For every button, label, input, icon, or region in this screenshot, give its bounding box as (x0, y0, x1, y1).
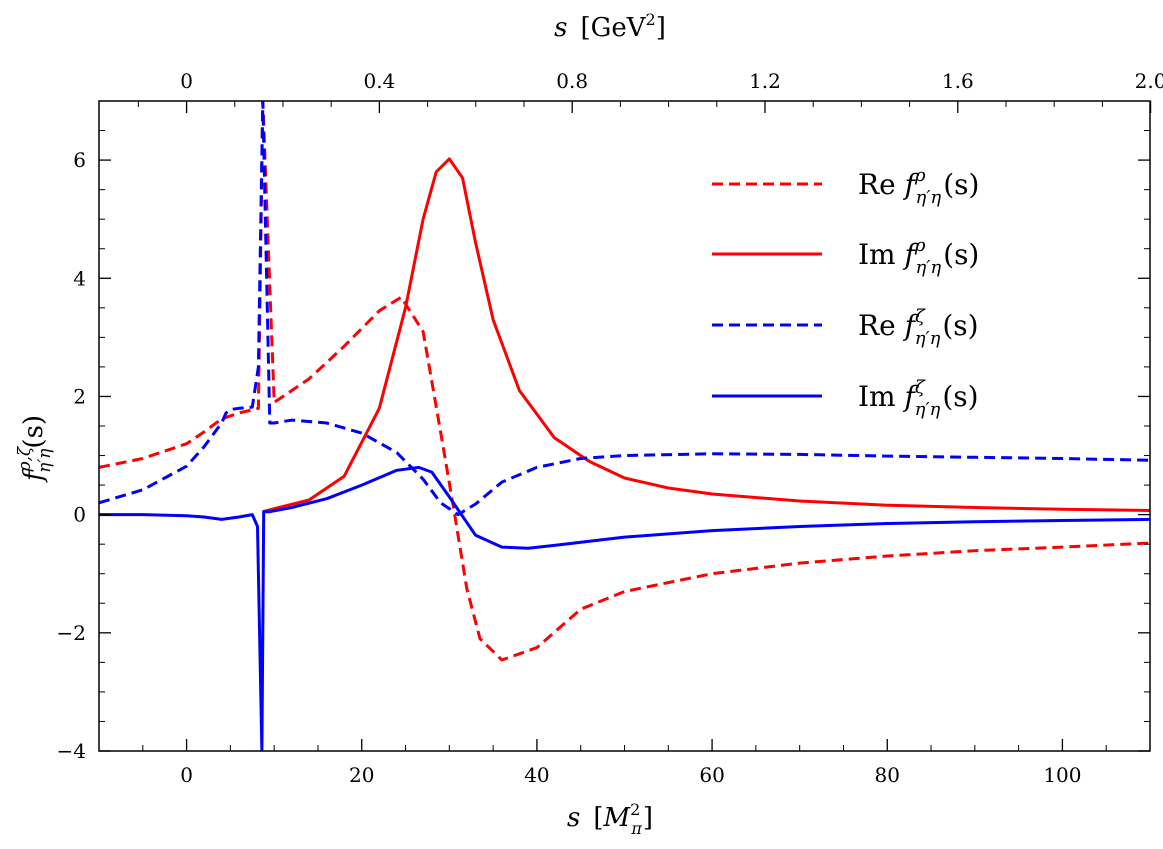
x2-axis-label: s [GeV2] (554, 10, 666, 43)
series-group (99, 101, 1150, 751)
series-line-4 (99, 465, 1150, 751)
y-tick-label: 6 (73, 148, 86, 172)
x-tick-label: 0 (180, 763, 193, 787)
x2-tick-label: 0 (180, 69, 193, 93)
y-tick-label: −2 (57, 621, 86, 645)
legend-item-2: Im fρ η′η(s) (712, 235, 979, 278)
y-tick-label: −4 (57, 739, 86, 763)
x2-tick-label: 2.0 (1135, 69, 1163, 93)
plot-frame (98, 100, 1151, 752)
y-tick-label: 2 (73, 384, 86, 408)
legend-item-3: Re fζ η′η(s) (712, 306, 979, 349)
legend-item-4: Im fζ η′η(s) (712, 377, 979, 420)
series-line-3 (99, 101, 1150, 517)
legend-label: Im fζ η′η(s) (858, 377, 979, 420)
x-tick-label: 20 (349, 763, 374, 787)
x-tick-label: 80 (875, 763, 900, 787)
x2-tick-label: 1.2 (749, 69, 781, 93)
y-axis-label: fρ,ζη′η(s) (15, 415, 55, 483)
x2-tick-label: 0.8 (556, 69, 588, 93)
legend-label: Re fζ η′η(s) (858, 306, 979, 349)
axes: 0 20 40 60 80 100 0 0.4 0.8 1.2 1.6 2.0 −4 −2 0 2 4 6 (57, 69, 1163, 787)
x2-tick-label: 0.4 (363, 69, 395, 93)
plot-area (99, 101, 1150, 751)
y-tick-label: 4 (73, 266, 86, 290)
series-line-2 (262, 157, 1150, 514)
x-tick-label: 40 (524, 763, 549, 787)
y-tick-label: 0 (73, 503, 86, 527)
x-tick-label: 60 (699, 763, 724, 787)
legend-item-1: Re fρ η′η(s) (712, 165, 979, 208)
series-line-1 (99, 101, 1150, 662)
x-axis-label: s [M2 π] (567, 800, 653, 838)
axis-labels: s [M2 π] s [GeV2] fρ,ζη′η(s) (15, 10, 666, 838)
legend: Re fρ η′η(s) Im fρ η′η(s) Re fζ η′η(s) Im fζ η′… (712, 165, 979, 420)
legend-label: Re fρ η′η(s) (858, 165, 979, 208)
legend-label: Im fρ η′η(s) (858, 235, 979, 278)
x-tick-label: 100 (1043, 763, 1081, 787)
x2-tick-label: 1.6 (942, 69, 974, 93)
